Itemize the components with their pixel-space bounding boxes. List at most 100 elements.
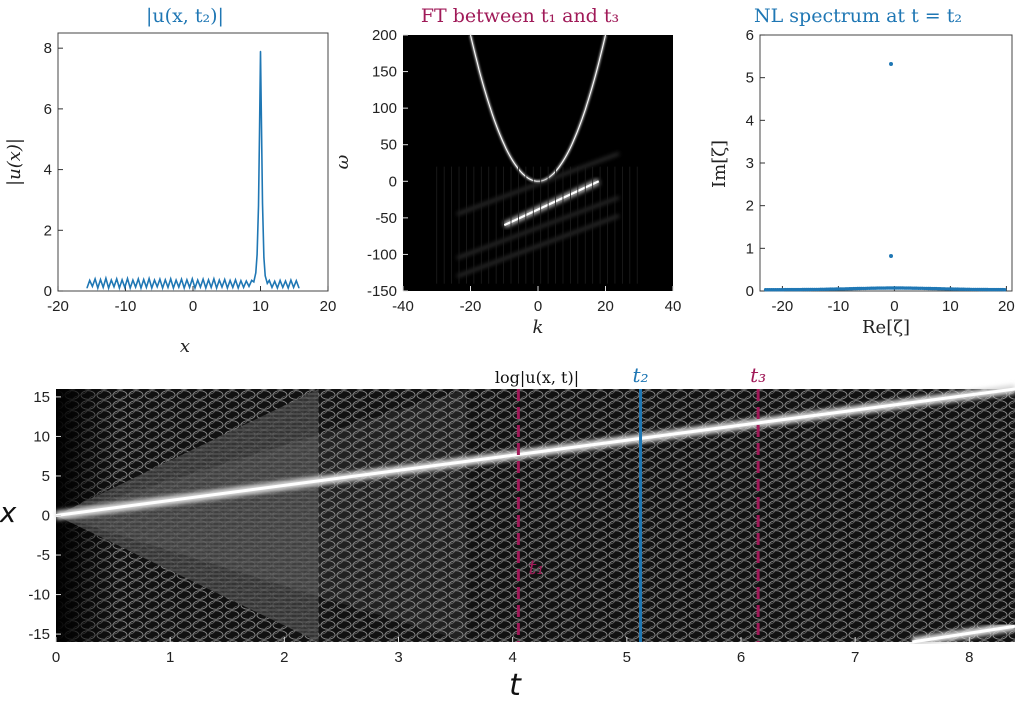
profile-point <box>290 279 292 281</box>
profile-point <box>154 279 155 281</box>
spectrum-panel: NL spectrum at t = t₂ -20 -10 0 10 20 0 1 2 3 4 5 6… <box>709 5 1015 338</box>
profile-point <box>143 279 145 280</box>
profile-point <box>135 286 137 288</box>
profile-point <box>175 279 177 281</box>
y-tick-label: -150 <box>367 283 397 300</box>
profile-point <box>129 287 131 289</box>
x-tick-label: -10 <box>828 298 850 315</box>
evolution-ticks: 0 1 2 3 4 5 6 7 8 -15 -10 -5 0 5 10 15 <box>28 389 973 666</box>
y-tick-label: 15 <box>33 389 50 406</box>
profile-point <box>116 278 118 280</box>
x-tick-label: 0 <box>534 298 542 315</box>
x-tick-label: 7 <box>851 649 859 666</box>
x-tick-label: 10 <box>252 298 269 315</box>
profile-point <box>121 279 123 281</box>
profile-point <box>110 279 112 281</box>
fourier-streak <box>456 214 620 278</box>
profile-point <box>266 282 268 284</box>
time-marker-label: t₁ <box>528 555 544 579</box>
y-tick-label: 200 <box>372 27 397 44</box>
x-tick-label: 0 <box>189 298 197 315</box>
x-tick-label: -20 <box>460 298 482 315</box>
profile-point <box>159 278 161 280</box>
y-tick-label: 6 <box>44 101 52 118</box>
profile-point <box>100 279 101 280</box>
profile-point <box>295 280 297 282</box>
evolution-panel: log|u(x, t)| t₁ t₂ t₃ 0 1 2 3 4 5 6 7 8 -15 -10 -5 0 5 1… <box>0 363 1015 701</box>
profile-point <box>102 286 104 288</box>
y-tick-label: 0 <box>746 283 754 300</box>
profile-plot-area <box>57 32 329 292</box>
profile-point <box>259 132 260 134</box>
dispersion-parabola <box>470 34 606 182</box>
profile-point <box>183 287 185 289</box>
y-tick-label: 100 <box>372 100 397 117</box>
profile-point <box>210 286 212 288</box>
profile-point <box>264 275 266 277</box>
profile-point <box>113 286 115 288</box>
continuum-point <box>1003 288 1007 292</box>
profile-point <box>132 279 134 281</box>
x-tick-label: 6 <box>737 649 745 666</box>
profile-point <box>285 280 286 282</box>
profile-point <box>253 281 255 283</box>
profile-point <box>260 50 261 52</box>
y-tick-label: -10 <box>28 587 50 604</box>
profile-point <box>213 278 215 280</box>
profile-point <box>287 287 289 289</box>
x-tick-label: 0 <box>52 649 60 666</box>
fourier-title: FT between t₁ and t₃ <box>421 5 619 27</box>
profile-point <box>137 278 139 280</box>
y-tick-label: -5 <box>37 547 50 564</box>
profile-point <box>156 286 158 288</box>
x-tick-label: 3 <box>394 649 402 666</box>
fourier-ylabel: ω <box>332 154 353 169</box>
evolution-markers: t₁ t₂ t₃ <box>516 363 766 642</box>
profile-ylabel: |u(x)| <box>4 138 25 186</box>
profile-point <box>232 286 234 288</box>
eigenvalue-point <box>889 62 893 66</box>
x-tick-label: -20 <box>772 298 794 315</box>
profile-point <box>271 286 273 288</box>
x-tick-label: -10 <box>115 298 137 315</box>
x-tick-label: 0 <box>890 298 898 315</box>
profile-point <box>91 285 93 287</box>
profile-point <box>293 286 295 288</box>
profile-point <box>261 126 262 128</box>
x-tick-label: 20 <box>320 298 337 315</box>
profile-point <box>97 287 99 289</box>
profile-point <box>186 279 188 281</box>
radiation-fan-outer <box>56 389 467 642</box>
evolution-xlabel: t <box>509 668 522 701</box>
profile-point <box>197 279 199 281</box>
profile-point <box>151 287 153 289</box>
profile-point <box>216 287 218 289</box>
x-tick-label: 10 <box>942 298 959 315</box>
profile-point <box>282 286 284 288</box>
y-tick-label: 150 <box>372 64 397 81</box>
profile-point <box>189 286 191 288</box>
profile-point <box>94 278 96 280</box>
profile-point <box>251 279 253 281</box>
profile-point <box>258 205 259 207</box>
radiation-fan <box>56 389 319 642</box>
profile-point <box>274 280 276 282</box>
profile-point <box>276 287 278 289</box>
profile-point <box>245 280 247 282</box>
x-tick-label: 5 <box>623 649 631 666</box>
y-tick-label: 1 <box>746 240 754 257</box>
profile-point <box>205 287 207 289</box>
y-tick-label: 8 <box>44 40 52 57</box>
eigenvalue-point <box>889 254 893 258</box>
profile-ticks: -20 -10 0 10 20 0 2 4 6 8 <box>44 40 337 315</box>
profile-title: |u(x, t₂)| <box>146 5 224 27</box>
profile-point <box>164 279 166 281</box>
soliton-ridge <box>912 624 1015 644</box>
y-tick-label: -15 <box>28 626 50 643</box>
profile-point <box>194 287 196 289</box>
x-tick-label: 4 <box>508 649 516 666</box>
profile-point <box>240 280 242 282</box>
profile-point <box>255 272 257 274</box>
fourier-background <box>403 35 673 291</box>
